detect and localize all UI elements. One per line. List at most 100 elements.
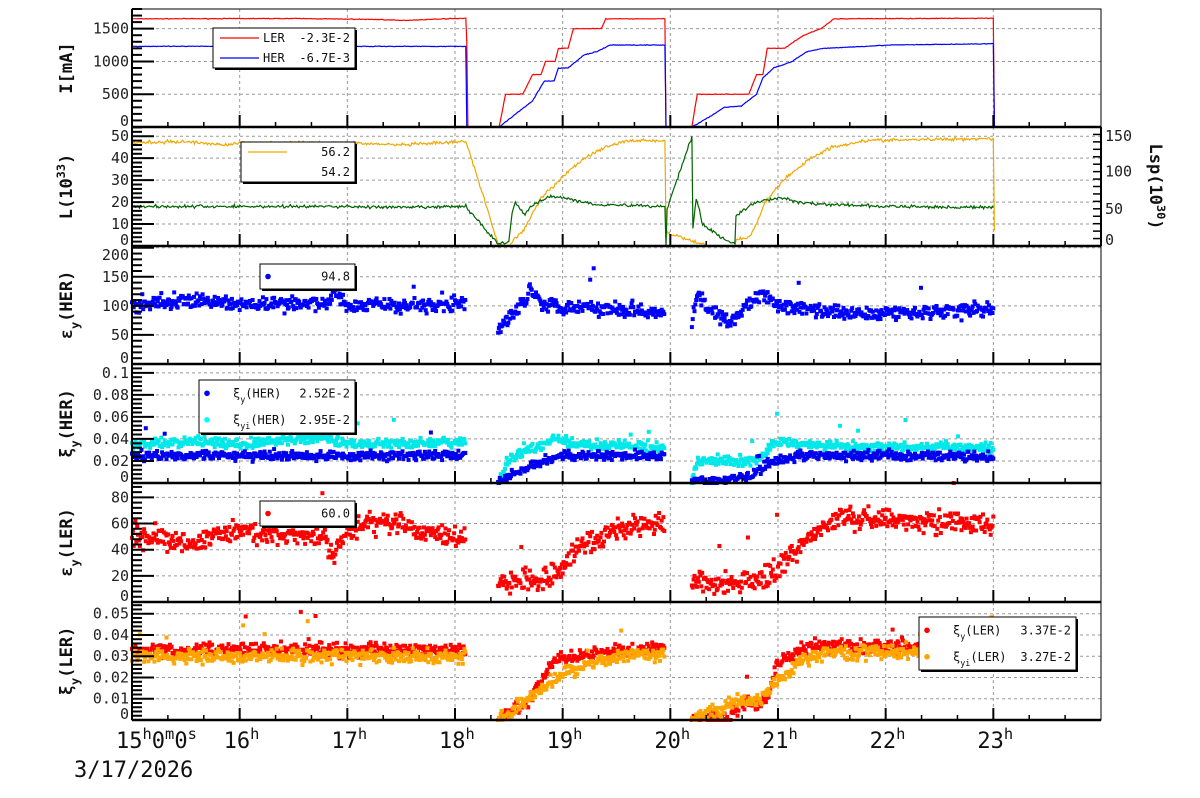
data-point: [774, 299, 779, 304]
data-point: [611, 646, 616, 651]
data-point: [196, 434, 201, 439]
data-point: [149, 646, 154, 651]
data-point: [969, 443, 974, 448]
data-point: [461, 644, 466, 649]
data-point: [509, 585, 514, 590]
data-point: [854, 311, 859, 316]
data-point: [526, 587, 531, 592]
data-point: [319, 534, 324, 539]
data-point: [630, 522, 635, 527]
data-point: [299, 437, 304, 442]
data-point: [981, 446, 986, 451]
data-point: [342, 300, 347, 305]
data-point: [591, 653, 596, 658]
data-point: [589, 550, 594, 555]
data-point: [419, 536, 424, 541]
data-point: [381, 444, 386, 449]
data-point: [648, 310, 653, 315]
data-point: [508, 458, 513, 463]
data-point: [288, 645, 293, 650]
data-point: [333, 552, 338, 557]
data-point: [337, 538, 342, 543]
data-point: [346, 456, 351, 461]
data-point: [772, 578, 777, 583]
data-point: [218, 650, 223, 655]
data-point: [379, 451, 384, 456]
data-point: [586, 540, 591, 545]
data-point: [973, 456, 978, 461]
data-point: [261, 641, 266, 646]
data-point: [966, 305, 971, 310]
data-point: [348, 441, 353, 446]
data-point: [575, 537, 580, 542]
data-point: [926, 455, 931, 460]
data-point: [262, 526, 267, 531]
data-point: [343, 641, 348, 646]
data-point: [977, 520, 982, 525]
data-point: [939, 458, 944, 463]
data-point: [936, 518, 941, 523]
data-point: [742, 570, 747, 575]
data-point: [227, 525, 232, 529]
data-point: [197, 654, 202, 659]
data-point: [136, 648, 140, 653]
data-point: [209, 652, 214, 657]
data-point: [413, 454, 418, 459]
data-point: [791, 456, 796, 461]
data-point: [159, 456, 164, 461]
data-point: [293, 642, 298, 647]
data-point: [339, 295, 344, 300]
data-point: [348, 302, 353, 307]
data-point: [794, 307, 799, 312]
data-point: [290, 294, 295, 299]
data-point: [249, 655, 254, 660]
data-point: [714, 458, 719, 463]
data-point: [509, 570, 513, 575]
data-point: [173, 531, 178, 535]
data-point: [535, 682, 540, 687]
data-point: [223, 525, 227, 530]
data-point: [259, 531, 264, 536]
data-point: [546, 438, 550, 443]
data-point: [293, 439, 298, 444]
data-point: [565, 554, 569, 559]
data-point: [894, 442, 898, 447]
data-point: [399, 513, 404, 518]
data-point: [786, 311, 791, 316]
data-point: [756, 579, 761, 584]
data-point: [198, 533, 202, 538]
data-point: [861, 651, 866, 656]
data-point: [253, 522, 258, 526]
data-point: [782, 556, 786, 561]
data-point: [968, 456, 973, 461]
data-point: [565, 452, 570, 457]
data-point: [263, 533, 268, 537]
data-point: [595, 307, 600, 312]
data-point: [628, 305, 633, 310]
data-point: [860, 518, 865, 522]
data-point: [628, 531, 633, 536]
data-point: [838, 312, 842, 317]
data-point: [341, 541, 345, 546]
data-point: [858, 522, 863, 527]
data-point: [601, 443, 606, 448]
data-point: [269, 301, 274, 306]
data-point: [530, 459, 535, 464]
data-point: [372, 451, 377, 456]
data-point: [238, 446, 243, 451]
data-point: [569, 301, 574, 305]
data-point: [564, 434, 569, 438]
data-point: [644, 313, 649, 318]
data-point: [279, 646, 284, 651]
data-point: [209, 531, 214, 536]
data-point: [284, 298, 289, 303]
data-point: [340, 436, 345, 441]
data-point: [391, 450, 396, 455]
data-point: [828, 305, 833, 310]
data-point: [373, 640, 378, 645]
data-point: [804, 311, 809, 316]
data-point: [150, 642, 155, 647]
data-point: [288, 434, 293, 439]
data-point: [792, 311, 797, 316]
data-point: [739, 579, 743, 584]
